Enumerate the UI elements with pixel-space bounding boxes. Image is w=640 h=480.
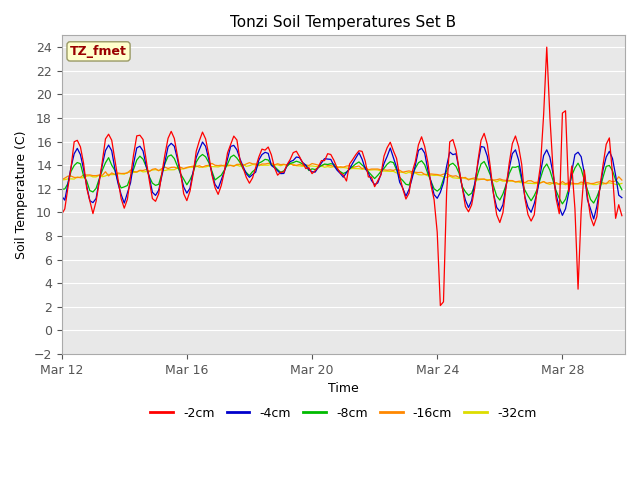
Legend: -2cm, -4cm, -8cm, -16cm, -32cm: -2cm, -4cm, -8cm, -16cm, -32cm	[145, 402, 541, 425]
Y-axis label: Soil Temperature (C): Soil Temperature (C)	[15, 131, 28, 259]
Text: TZ_fmet: TZ_fmet	[70, 45, 127, 58]
X-axis label: Time: Time	[328, 383, 358, 396]
Title: Tonzi Soil Temperatures Set B: Tonzi Soil Temperatures Set B	[230, 15, 456, 30]
